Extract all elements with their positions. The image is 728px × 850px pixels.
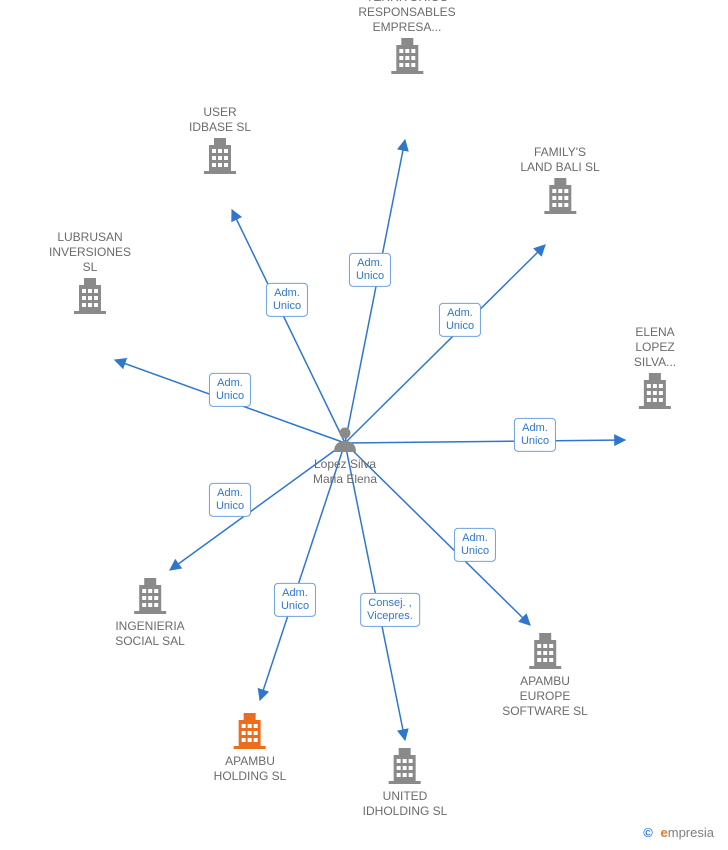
edge-label: Adm. Unico xyxy=(209,483,251,517)
company-label: ELENA LOPEZ SILVA... xyxy=(634,325,676,370)
edge-label: Consej. , Vicepres. xyxy=(360,593,420,627)
copyright-symbol: © xyxy=(643,825,653,840)
center-label: Lopez Silva Maria Elena xyxy=(313,457,377,487)
edge-label: Adm. Unico xyxy=(514,418,556,452)
edge-label-text: Adm. Unico xyxy=(216,487,244,512)
company-label: UNITED IDHOLDING SL xyxy=(363,789,448,819)
company-node: APAMBU HOLDING SL xyxy=(214,710,287,784)
edge-label-text: Adm. Unico xyxy=(521,422,549,447)
edge-label: Adm. Unico xyxy=(439,303,481,337)
edge-label-text: Adm. Unico xyxy=(273,287,301,312)
edge-line xyxy=(232,210,345,443)
company-label: USER IDBASE SL xyxy=(189,105,251,135)
edge-label: Adm. Unico xyxy=(266,283,308,317)
watermark-brand-e: e xyxy=(661,825,668,840)
watermark-brand-rest: mpresia xyxy=(668,825,714,840)
company-node: USER IDBASE SL xyxy=(189,101,251,175)
edge-line xyxy=(345,140,405,443)
building-icon xyxy=(363,745,448,785)
company-label: TERRITORIOS RESPONSABLES EMPRESA... xyxy=(358,0,455,35)
edge-line xyxy=(345,443,405,740)
edge-label-text: Adm. Unico xyxy=(216,377,244,402)
company-label: LUBRUSAN INVERSIONES SL xyxy=(49,230,131,275)
company-label: INGENIERIA SOCIAL SAL xyxy=(115,619,185,649)
edge-label: Adm. Unico xyxy=(349,253,391,287)
edge-label: Adm. Unico xyxy=(274,583,316,617)
edge-label: Adm. Unico xyxy=(454,528,496,562)
company-label: APAMBU HOLDING SL xyxy=(214,754,287,784)
edge-label-text: Adm. Unico xyxy=(281,587,309,612)
building-icon xyxy=(115,575,185,615)
company-node: TERRITORIOS RESPONSABLES EMPRESA... xyxy=(358,0,455,75)
company-node: FAMILY'S LAND BALI SL xyxy=(520,141,599,215)
edge-label-text: Adm. Unico xyxy=(461,532,489,557)
company-label: APAMBU EUROPE SOFTWARE SL xyxy=(502,674,588,719)
network-diagram: Adm. Unico Adm. Unico Adm. Unico Adm. Unico… xyxy=(0,0,728,850)
watermark: © empresia xyxy=(643,825,714,840)
building-icon xyxy=(214,710,287,750)
company-node: INGENIERIA SOCIAL SAL xyxy=(115,575,185,649)
building-icon xyxy=(49,275,131,315)
edge-label-text: Adm. Unico xyxy=(356,257,384,282)
building-icon xyxy=(634,370,676,410)
company-node: APAMBU EUROPE SOFTWARE SL xyxy=(502,630,588,719)
edge-label-text: Adm. Unico xyxy=(446,307,474,332)
building-icon xyxy=(358,35,455,75)
company-node: ELENA LOPEZ SILVA... xyxy=(634,321,676,410)
edge-line xyxy=(345,440,625,443)
person-icon xyxy=(313,425,377,453)
building-icon xyxy=(520,175,599,215)
edge-label: Adm. Unico xyxy=(209,373,251,407)
building-icon xyxy=(502,630,588,670)
company-label: FAMILY'S LAND BALI SL xyxy=(520,145,599,175)
company-node: LUBRUSAN INVERSIONES SL xyxy=(49,226,131,315)
company-node: UNITED IDHOLDING SL xyxy=(363,745,448,819)
edge-label-text: Consej. , Vicepres. xyxy=(367,597,413,622)
building-icon xyxy=(189,135,251,175)
center-person-node: Lopez Silva Maria Elena xyxy=(313,425,377,487)
